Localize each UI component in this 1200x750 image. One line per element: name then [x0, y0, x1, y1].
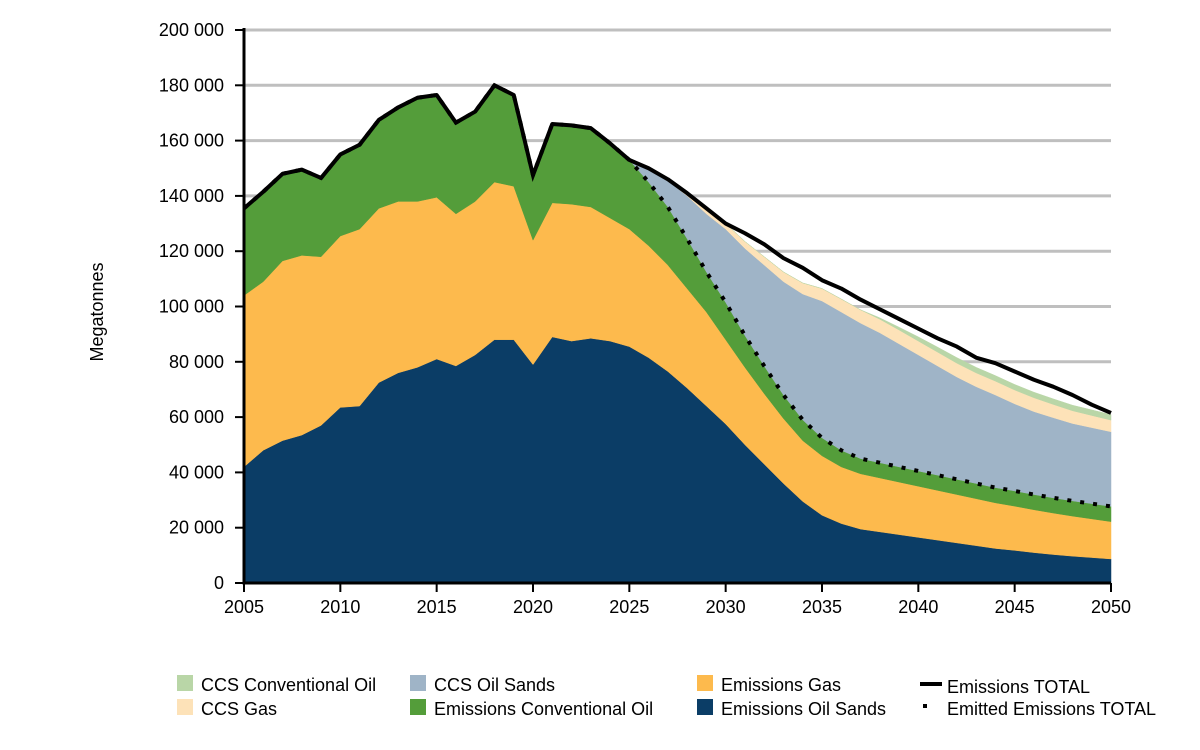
x-tick-label: 2045 [995, 597, 1035, 617]
y-tick-label: 200 000 [159, 20, 224, 40]
legend-swatch [410, 675, 426, 691]
x-tick-label: 2050 [1091, 597, 1131, 617]
legend-swatch [697, 675, 713, 691]
legend-item-emissions-total: Emissions TOTAL [920, 677, 1090, 697]
legend-label: Emitted Emissions TOTAL [947, 699, 1156, 719]
legend-item-ccs-gas: CCS Gas [177, 699, 277, 719]
x-tick-label: 2020 [513, 597, 553, 617]
y-tick-label: 20 000 [169, 518, 224, 538]
line-emissions-total [242, 83, 1112, 415]
legend-item-emitted-emissions-total: Emitted Emissions TOTAL [923, 699, 1156, 719]
legend-swatch [177, 675, 193, 691]
y-tick-label: 160 000 [159, 131, 224, 151]
x-tick-label: 2015 [417, 597, 457, 617]
x-tick-label: 2030 [706, 597, 746, 617]
legend-label: CCS Gas [201, 699, 277, 719]
y-tick-label: 140 000 [159, 186, 224, 206]
legend-item-ccs-oil-sands: CCS Oil Sands [410, 675, 555, 695]
legend-label: CCS Oil Sands [434, 675, 555, 695]
x-tick-label: 2005 [224, 597, 264, 617]
y-tick-label: 180 000 [159, 75, 224, 95]
y-tick-label: 80 000 [169, 352, 224, 372]
total-lines-group [242, 82, 1112, 509]
y-axis-tick-labels: 0 20 000 40 000 60 000 80 000 100 000 120 000 1… [159, 20, 224, 593]
y-tick-label: 60 000 [169, 407, 224, 427]
x-tick-label: 2035 [802, 597, 842, 617]
legend-label: Emissions Conventional Oil [434, 699, 653, 719]
legend-label: CCS Conventional Oil [201, 675, 376, 695]
line-emitted-emissions-total [242, 82, 1112, 509]
x-tick-label: 2025 [609, 597, 649, 617]
y-tick-label: 40 000 [169, 462, 224, 482]
x-tick-label: 2040 [898, 597, 938, 617]
legend: CCS Conventional Oil CCS Gas CCS Oil Sands… [177, 675, 1156, 719]
y-tick-label: 0 [214, 573, 224, 593]
legend-label: Emissions Gas [721, 675, 841, 695]
legend-label: Emissions TOTAL [947, 677, 1090, 697]
legend-item-emissions-gas: Emissions Gas [697, 675, 841, 695]
y-tick-label: 120 000 [159, 241, 224, 261]
legend-item-emissions-oil-sands: Emissions Oil Sands [697, 699, 886, 719]
x-tick-label: 2010 [320, 597, 360, 617]
legend-swatch [177, 699, 193, 715]
legend-item-emissions-conventional-oil: Emissions Conventional Oil [410, 699, 653, 719]
legend-item-ccs-conventional-oil: CCS Conventional Oil [177, 675, 376, 695]
area-series-group [243, 84, 1112, 584]
y-tick-label: 100 000 [159, 297, 224, 317]
legend-swatch [923, 704, 927, 708]
legend-label: Emissions Oil Sands [721, 699, 886, 719]
axes [235, 28, 1112, 592]
legend-swatch [697, 699, 713, 715]
legend-swatch [410, 699, 426, 715]
y-axis-title: Megatonnes [87, 262, 107, 361]
x-axis-tick-labels: 2005 2010 2015 2020 2025 2030 2035 2040 2045 2050 [224, 597, 1131, 617]
